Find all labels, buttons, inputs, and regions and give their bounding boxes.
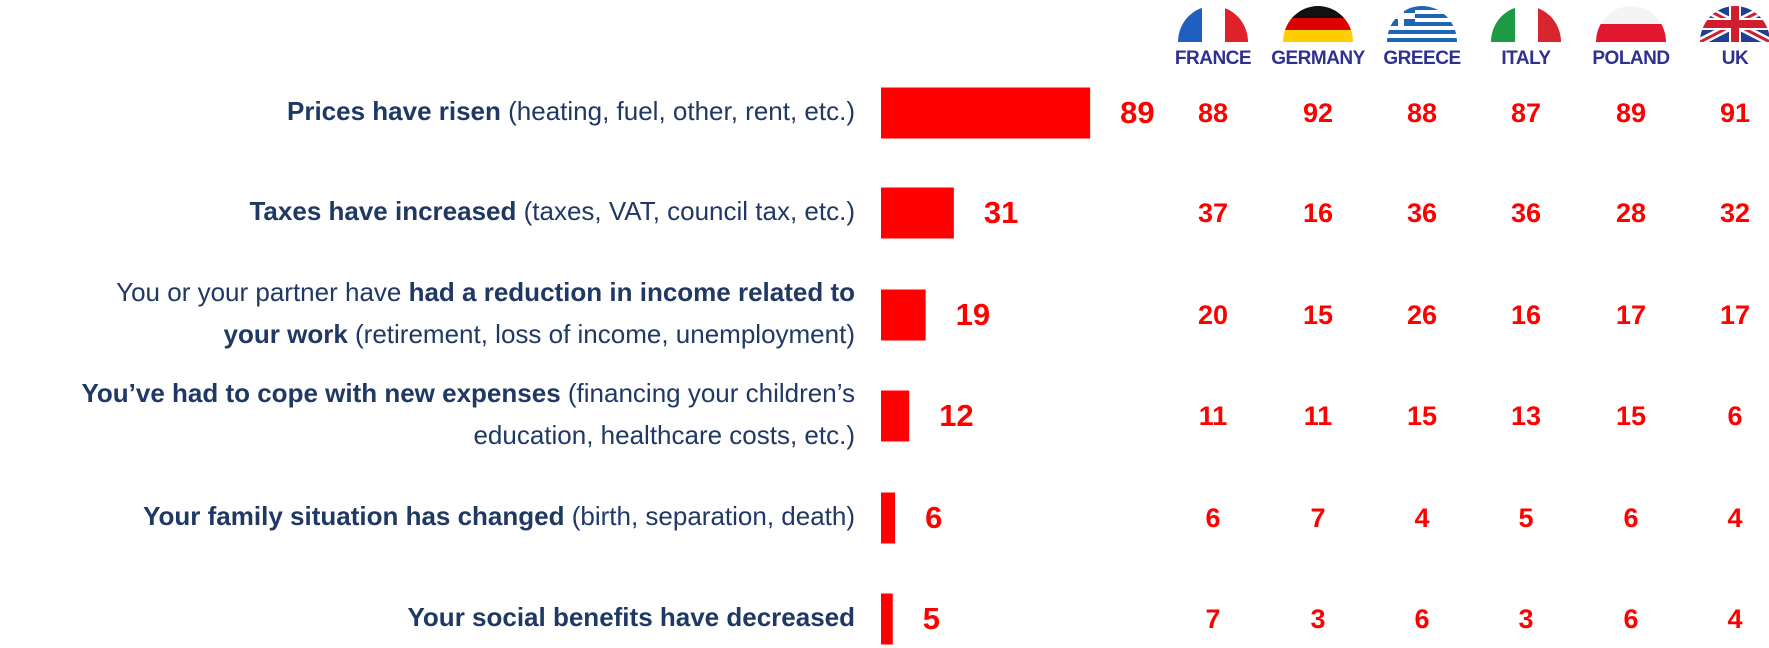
country-value: 7 xyxy=(1310,503,1325,533)
country-value: 11 xyxy=(1199,401,1228,431)
value-label: 19 xyxy=(956,297,990,332)
country-value: 3 xyxy=(1310,604,1325,634)
label-segment: (taxes, VAT, council tax, etc.) xyxy=(516,196,855,226)
value-label: 12 xyxy=(939,398,973,433)
label-segment: your work xyxy=(224,319,349,349)
country-value: 15 xyxy=(1616,401,1646,431)
country-value: 6 xyxy=(1727,401,1742,431)
country-value: 6 xyxy=(1414,604,1429,634)
country-value: 13 xyxy=(1511,401,1541,431)
label-segment: (birth, separation, death) xyxy=(565,501,856,531)
country-value: 4 xyxy=(1727,604,1742,634)
country-value: 3 xyxy=(1518,604,1533,634)
country-value: 37 xyxy=(1198,198,1228,228)
country-value: 89 xyxy=(1616,98,1646,128)
country-value: 20 xyxy=(1198,300,1228,330)
label-segment: (retirement, loss of income, unemploymen… xyxy=(348,319,855,349)
value-label: 6 xyxy=(925,500,942,535)
country-value: 15 xyxy=(1407,401,1437,431)
category-label: Your social benefits have decreased xyxy=(408,602,855,632)
label-segment: Your social benefits have decreased xyxy=(408,602,855,632)
category-label: Prices have risen (heating, fuel, other,… xyxy=(287,96,855,126)
bar xyxy=(881,187,954,239)
country-value: 87 xyxy=(1511,98,1541,128)
country-name: FRANCE xyxy=(1175,48,1251,69)
bar xyxy=(881,87,1091,139)
country-value: 4 xyxy=(1414,503,1429,533)
country-name: UK xyxy=(1722,48,1749,69)
country-value: 16 xyxy=(1511,300,1541,330)
label-segment: Prices have risen xyxy=(287,96,501,126)
category-label: your work (retirement, loss of income, u… xyxy=(224,319,855,349)
country-value: 6 xyxy=(1623,604,1638,634)
category-label: You or your partner have had a reduction… xyxy=(116,277,855,307)
bar xyxy=(881,289,926,341)
category-label: education, healthcare costs, etc.) xyxy=(473,420,855,450)
country-value: 15 xyxy=(1303,300,1333,330)
value-label: 5 xyxy=(923,601,940,636)
label-segment: You’ve had to cope with new expenses xyxy=(81,378,560,408)
label-segment: (heating, fuel, other, rent, etc.) xyxy=(501,96,855,126)
country-value: 26 xyxy=(1407,300,1437,330)
label-segment: Taxes have increased xyxy=(249,196,516,226)
country-name: POLAND xyxy=(1592,48,1669,69)
bar xyxy=(881,390,910,442)
country-name: GREECE xyxy=(1383,48,1460,69)
flag-france xyxy=(1178,6,1248,42)
flag-greece xyxy=(1387,6,1457,42)
category-label: Your family situation has changed (birth… xyxy=(143,501,855,531)
country-value: 88 xyxy=(1407,98,1437,128)
flag-germany xyxy=(1283,6,1353,42)
value-label: 31 xyxy=(984,195,1018,230)
label-segment: education, healthcare costs, etc.) xyxy=(473,420,855,450)
country-value: 4 xyxy=(1727,503,1742,533)
label-segment: had a reduction in income related to xyxy=(409,277,855,307)
country-value: 91 xyxy=(1720,98,1750,128)
country-value: 32 xyxy=(1720,198,1750,228)
label-segment: Your family situation has changed xyxy=(143,501,564,531)
flag-italy xyxy=(1491,6,1561,42)
label-segment: (financing your children’s xyxy=(561,378,855,408)
country-value: 92 xyxy=(1303,98,1333,128)
flag-uk xyxy=(1700,6,1769,42)
value-label: 89 xyxy=(1120,95,1154,130)
country-value: 17 xyxy=(1720,300,1750,330)
label-segment: You or your partner have xyxy=(116,277,408,307)
country-value: 11 xyxy=(1304,401,1333,431)
bar xyxy=(881,492,896,544)
country-value: 5 xyxy=(1518,503,1533,533)
bar xyxy=(881,593,893,645)
country-value: 7 xyxy=(1205,604,1220,634)
flag-poland xyxy=(1596,6,1666,42)
country-value: 6 xyxy=(1623,503,1638,533)
country-value: 88 xyxy=(1198,98,1228,128)
country-name: ITALY xyxy=(1501,48,1551,69)
country-name: GERMANY xyxy=(1271,48,1365,69)
category-label: Taxes have increased (taxes, VAT, counci… xyxy=(249,196,855,226)
country-value: 36 xyxy=(1511,198,1541,228)
country-value: 36 xyxy=(1407,198,1437,228)
country-value: 28 xyxy=(1616,198,1646,228)
country-value: 17 xyxy=(1616,300,1646,330)
country-value: 16 xyxy=(1303,198,1333,228)
country-value: 6 xyxy=(1205,503,1220,533)
category-label: You’ve had to cope with new expenses (fi… xyxy=(81,378,855,408)
